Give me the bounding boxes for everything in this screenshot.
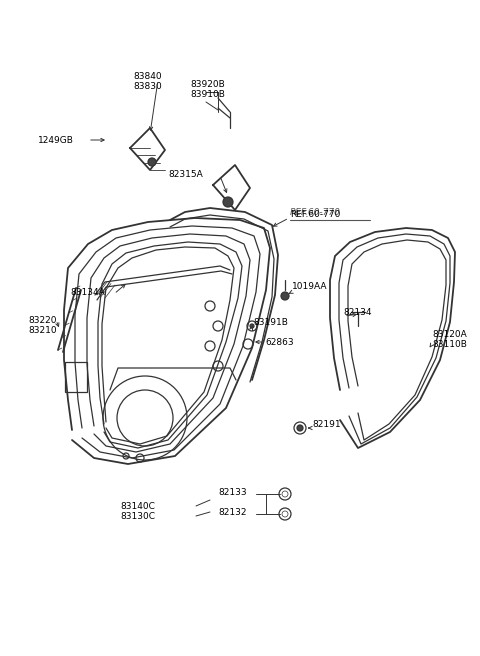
- Text: 82134: 82134: [343, 308, 372, 317]
- Text: 83220
83210: 83220 83210: [28, 316, 57, 335]
- Text: 82132: 82132: [218, 508, 247, 517]
- Text: 83920B
83910B: 83920B 83910B: [191, 80, 226, 100]
- Text: 83120A
83110B: 83120A 83110B: [432, 330, 467, 350]
- Text: 83840
83830: 83840 83830: [133, 72, 162, 91]
- Text: 1019AA: 1019AA: [292, 282, 327, 291]
- Text: REF.60-770: REF.60-770: [290, 210, 340, 219]
- Text: 82133: 82133: [218, 488, 247, 497]
- Circle shape: [281, 292, 289, 300]
- Circle shape: [297, 425, 303, 431]
- Circle shape: [250, 324, 254, 328]
- Bar: [65, 362, 87, 392]
- Text: REF.60-770: REF.60-770: [290, 208, 341, 217]
- Text: 82315A: 82315A: [168, 170, 204, 179]
- Text: 82191: 82191: [312, 420, 341, 429]
- Text: 83191B: 83191B: [253, 318, 288, 327]
- Text: 83134A: 83134A: [71, 288, 106, 297]
- Text: 62863: 62863: [265, 338, 294, 347]
- Circle shape: [223, 197, 233, 207]
- Text: 1249GB: 1249GB: [38, 136, 74, 145]
- Circle shape: [148, 158, 156, 166]
- Text: 83140C
83130C: 83140C 83130C: [120, 502, 155, 522]
